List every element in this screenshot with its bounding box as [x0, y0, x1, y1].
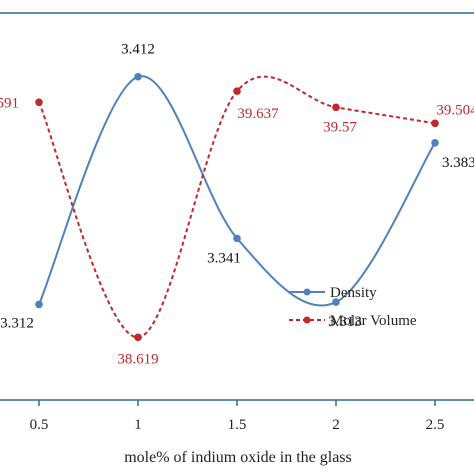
density-data-point — [134, 72, 142, 81]
molar-volume-data-label: 38.619 — [117, 351, 158, 367]
molar-volume-data-label: 39.57 — [323, 119, 357, 135]
molar-volume-series-line — [38, 75, 436, 339]
data-labels: 3.312 3.412 3.341 3.313 3.383 39.591 38.619 39.… — [0, 42, 474, 368]
x-axis-title: mole% of indium oxide in the glass — [124, 449, 352, 466]
legend-molar-volume-marker — [303, 316, 311, 324]
density-data-label: 3.312 — [0, 315, 34, 331]
molar-volume-data-point — [431, 119, 439, 128]
density-data-label: 3.383 — [442, 155, 474, 171]
legend: Density Molar Volume — [289, 285, 417, 329]
x-axis-ticks: 0.5 1 1.5 2 2.5 — [30, 400, 445, 433]
density-data-label: 3.412 — [121, 42, 155, 58]
molar-volume-data-label: 39.504 — [436, 102, 474, 118]
x-tick-label: 1 — [134, 417, 142, 433]
density-series-line — [38, 75, 436, 307]
density-data-label: 3.341 — [207, 250, 241, 266]
x-tick-label: 2.5 — [426, 417, 445, 433]
legend-molar-volume-label: Molar Volume — [330, 313, 417, 329]
density-data-point — [35, 300, 43, 309]
legend-density-marker — [303, 288, 311, 296]
x-tick-label: 1.5 — [228, 417, 247, 433]
molar-volume-data-point — [134, 333, 142, 342]
molar-volume-data-point — [233, 87, 241, 95]
series-layer — [35, 72, 439, 342]
density-data-point — [431, 138, 439, 147]
density-data-label: 3.313 — [328, 314, 362, 330]
x-tick-label: 2 — [332, 417, 340, 433]
molar-volume-data-point — [35, 98, 43, 107]
molar-volume-data-label: 39.591 — [0, 95, 19, 111]
molar-volume-data-label: 39.637 — [237, 106, 279, 122]
legend-density-label: Density — [330, 285, 377, 301]
x-tick-label: 0.5 — [30, 417, 49, 433]
density-data-point — [332, 298, 340, 306]
molar-volume-data-point — [332, 103, 340, 112]
density-data-point — [233, 234, 241, 243]
